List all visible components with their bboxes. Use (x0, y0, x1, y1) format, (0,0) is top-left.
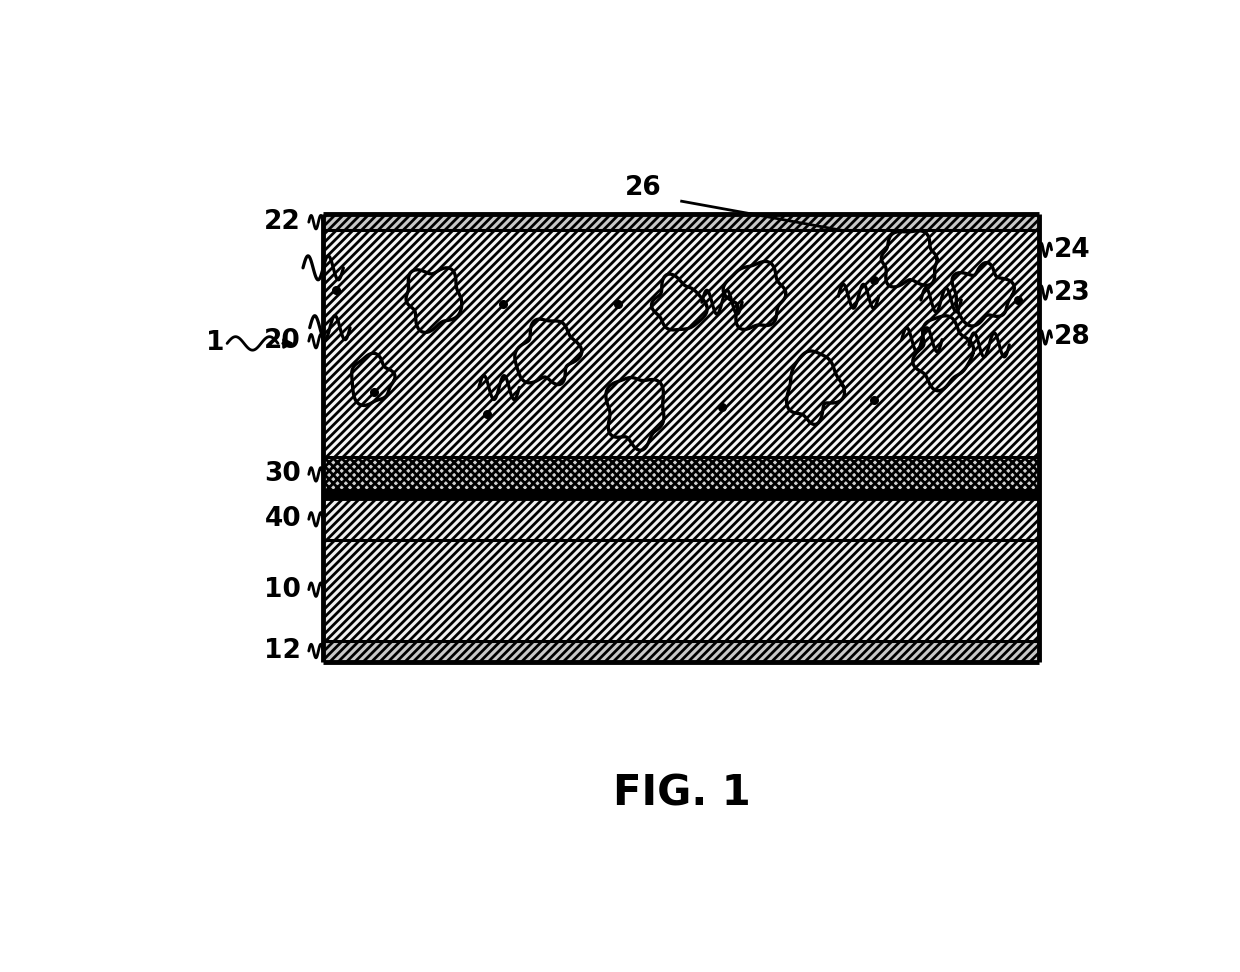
Bar (324, 457, 1039, 491)
Bar (324, 457, 1039, 491)
Bar (324, 539, 1039, 641)
Text: 26: 26 (625, 175, 662, 201)
Text: 28: 28 (1054, 325, 1090, 351)
Text: 1: 1 (206, 330, 224, 357)
Text: 12: 12 (264, 638, 301, 664)
Text: 24: 24 (1054, 237, 1090, 262)
Bar (324, 499, 1039, 539)
Bar (324, 491, 1039, 499)
Bar (324, 230, 1039, 457)
Bar (324, 214, 1039, 230)
Bar (324, 641, 1039, 662)
Text: 10: 10 (264, 576, 301, 603)
Text: 22: 22 (264, 209, 301, 235)
Text: FIG. 1: FIG. 1 (613, 773, 750, 815)
Bar (324, 214, 1039, 230)
Bar (324, 499, 1039, 539)
Text: 20: 20 (264, 329, 301, 354)
Text: 23: 23 (1054, 280, 1090, 305)
Text: 40: 40 (264, 506, 301, 533)
Bar (324, 539, 1039, 641)
Bar (324, 641, 1039, 662)
Bar (324, 230, 1039, 457)
Text: 30: 30 (264, 462, 301, 487)
